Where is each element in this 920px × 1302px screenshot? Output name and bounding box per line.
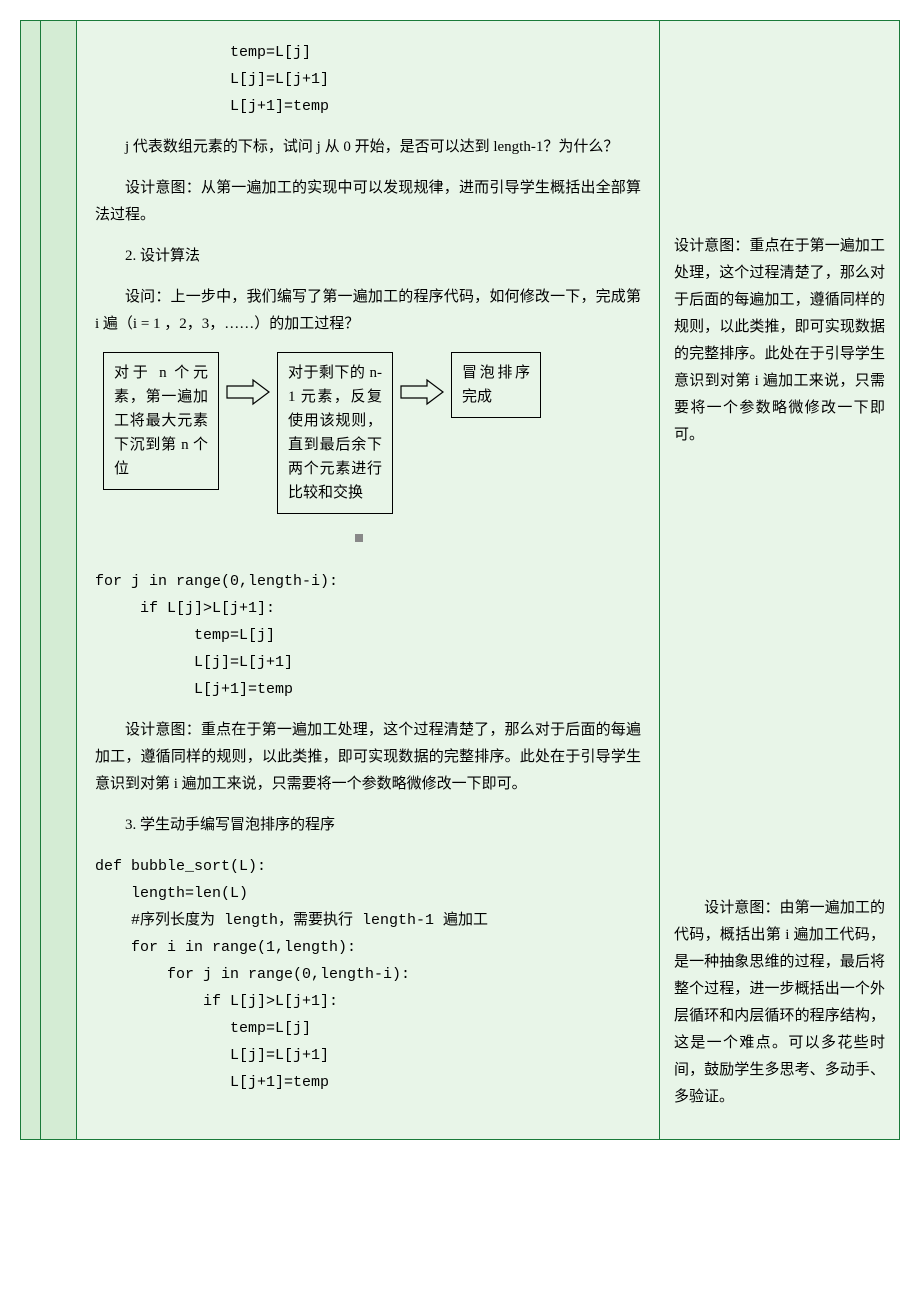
code-line: for j in range(0,length-i):	[95, 966, 410, 983]
question-iteration: 设问：上一步中，我们编写了第一遍加工的程序代码，如何修改一下，完成第 i 遍（i…	[95, 284, 641, 338]
code-line: def bubble_sort(L):	[95, 858, 266, 875]
side-notes-cell: 设计意图：重点在于第一遍加工处理，这个过程清楚了，那么对于后面的每遍加工，遵循同…	[660, 21, 900, 1140]
lesson-table: temp=L[j] L[j]=L[j+1] L[j+1]=temp j 代表数组…	[20, 20, 900, 1140]
flow-arrow-1	[225, 352, 271, 412]
side-note-1: 设计意图：重点在于第一遍加工处理，这个过程清楚了，那么对于后面的每遍加工，遵循同…	[674, 233, 885, 449]
code-line: L[j+1]=temp	[95, 1074, 329, 1091]
code-line: length=len(L)	[95, 885, 248, 902]
code-line: for j in range(0,length-i):	[95, 573, 338, 590]
side-note-2: 设计意图：由第一遍加工的代码，概括出第 i 遍加工代码，是一种抽象思维的过程，最…	[674, 895, 885, 1111]
code-fragment-2: for j in range(0,length-i): if L[j]>L[j+…	[95, 568, 641, 703]
code-line: L[j]=L[j+1]	[95, 654, 293, 671]
code-line: temp=L[j]	[95, 627, 275, 644]
side-spacer-2	[674, 465, 885, 895]
code-line: L[j+1]=temp	[95, 681, 293, 698]
flow-box-1: 对于 n 个元素，第一遍加工将最大元素下沉到第 n 个位	[103, 352, 219, 490]
side-note-2-lead: 设计意图：	[674, 900, 780, 916]
flow-box-2: 对于剩下的 n-1 元素，反复使用该规则，直到最后余下两个元素进行比较和交换	[277, 352, 393, 514]
code-line: L[j]=L[j+1]	[95, 71, 329, 88]
code-line: if L[j]>L[j+1]:	[95, 993, 338, 1010]
code-line: temp=L[j]	[95, 1020, 311, 1037]
main-content-cell: temp=L[j] L[j]=L[j+1] L[j+1]=temp j 代表数组…	[77, 21, 660, 1140]
flow-box-3: 冒泡排序完成	[451, 352, 541, 418]
question-j: j 代表数组元素的下标，试问 j 从 0 开始，是否可以达到 length-1？…	[95, 134, 641, 161]
design-intent-2: 设计意图：重点在于第一遍加工处理，这个过程清楚了，那么对于后面的每遍加工，遵循同…	[95, 717, 641, 798]
code-line: L[j]=L[j+1]	[95, 1047, 329, 1064]
side-note-2-body: 由第一遍加工的代码，概括出第 i 遍加工代码，是一种抽象思维的过程，最后将整个过…	[674, 900, 885, 1105]
code-line: for i in range(1,length):	[95, 939, 356, 956]
marker-square-icon	[355, 534, 363, 542]
flow-arrow-2	[399, 352, 445, 412]
flowchart: 对于 n 个元素，第一遍加工将最大元素下沉到第 n 个位 对于剩下的 n-1 元…	[103, 352, 641, 514]
code-line: temp=L[j]	[95, 44, 311, 61]
code-line: if L[j]>L[j+1]:	[95, 600, 275, 617]
code-fragment-1: temp=L[j] L[j]=L[j+1] L[j+1]=temp	[95, 39, 641, 120]
side-spacer	[674, 33, 885, 233]
col-spacer-2	[41, 21, 77, 1140]
code-bubble-sort: def bubble_sort(L): length=len(L) #序列长度为…	[95, 853, 641, 1096]
section-2-title: 2. 设计算法	[95, 243, 641, 270]
design-intent-1: 设计意图：从第一遍加工的实现中可以发现规律，进而引导学生概括出全部算法过程。	[95, 175, 641, 229]
code-line: L[j+1]=temp	[95, 98, 329, 115]
col-spacer-1	[21, 21, 41, 1140]
section-3-title: 3. 学生动手编写冒泡排序的程序	[95, 812, 641, 839]
code-line: #序列长度为 length，需要执行 length-1 遍加工	[95, 912, 488, 929]
arrow-icon	[225, 378, 271, 406]
arrow-icon	[399, 378, 445, 406]
